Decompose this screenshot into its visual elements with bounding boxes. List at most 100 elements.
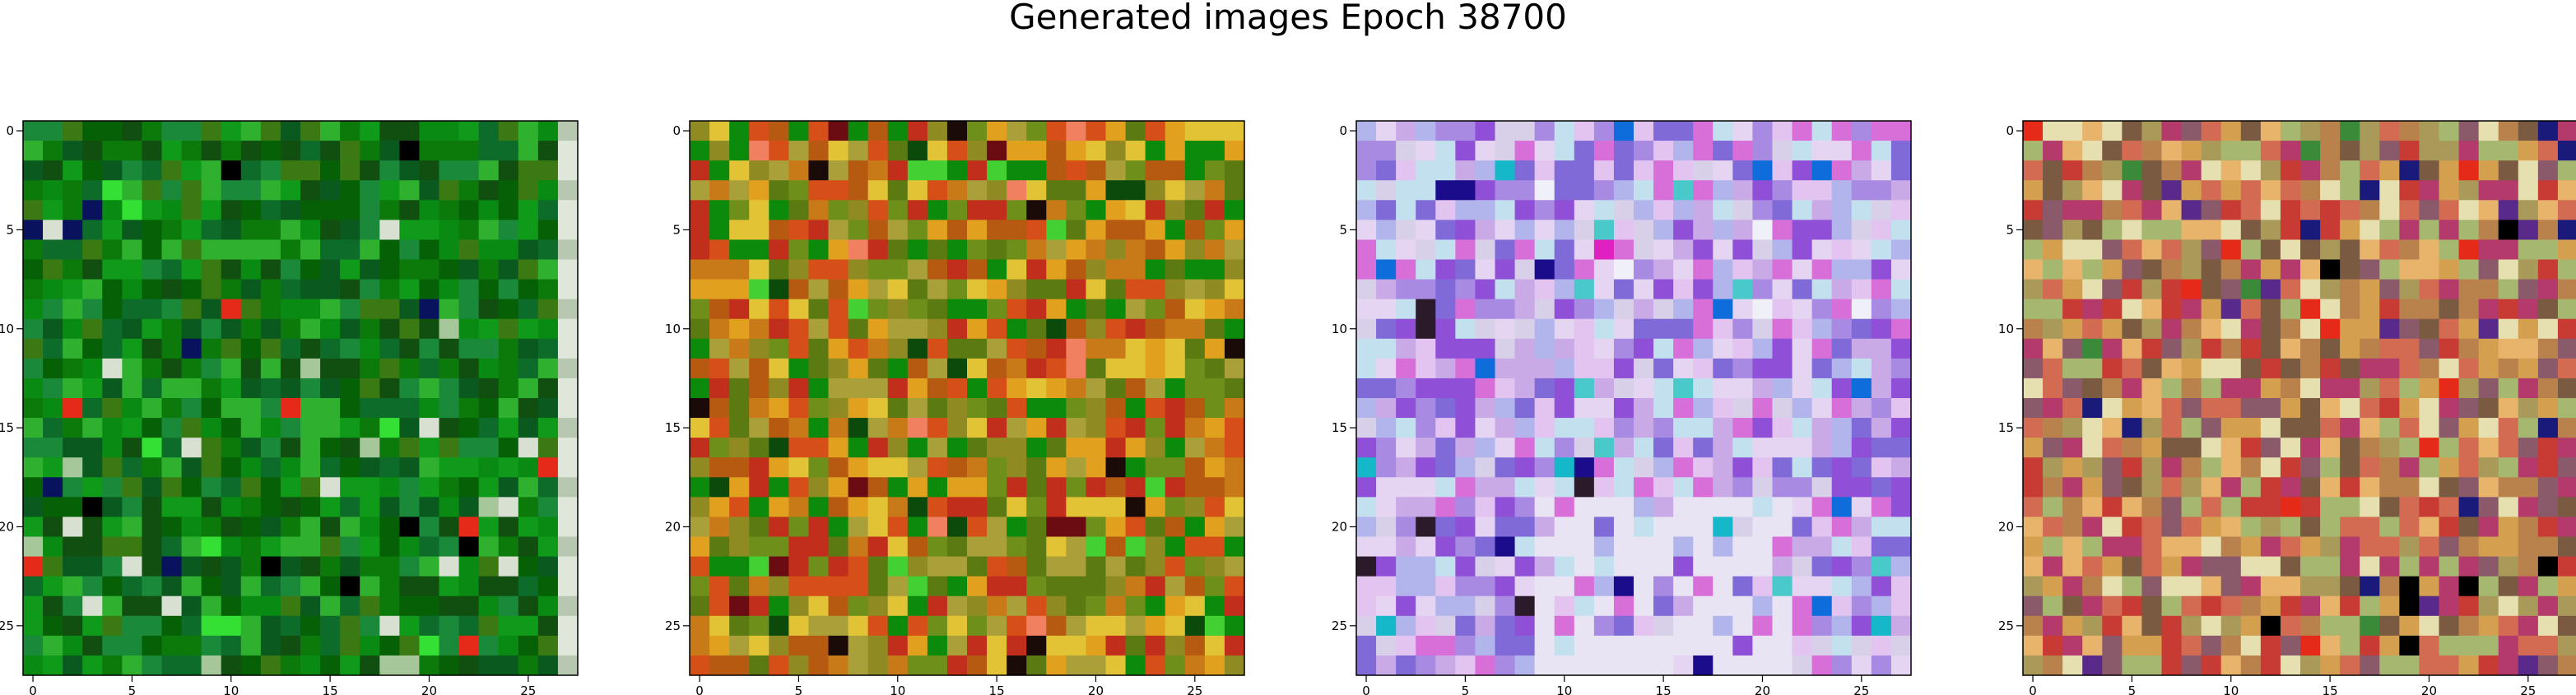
pixel (828, 220, 849, 240)
pixel (907, 497, 928, 517)
pixel (221, 239, 242, 260)
pixel (1811, 220, 1833, 240)
pixel (2122, 378, 2142, 399)
pixel (1554, 497, 1575, 517)
pixel (82, 595, 103, 617)
pixel (2557, 457, 2576, 478)
pixel (1554, 536, 1575, 557)
pixel (1752, 655, 1773, 676)
pixel (1475, 200, 1495, 220)
pixel (848, 595, 869, 617)
pixel (1851, 180, 1872, 201)
pixel (1653, 497, 1674, 517)
pixel (379, 180, 400, 201)
pixel (300, 338, 321, 359)
pixel (1634, 655, 1654, 676)
pixel (749, 497, 770, 517)
pixel (2458, 318, 2480, 340)
pixel (2518, 121, 2539, 141)
pixel (709, 299, 730, 320)
pixel (2498, 239, 2519, 260)
pixel (439, 438, 459, 458)
pixel (967, 438, 988, 458)
pixel (240, 279, 262, 300)
pixel (1145, 418, 1166, 438)
pixel (340, 457, 360, 478)
pixel (2240, 497, 2262, 517)
pixel (1613, 338, 1634, 359)
pixel (927, 615, 948, 637)
pixel (102, 279, 123, 300)
pixel (1165, 595, 1186, 617)
pixel (458, 477, 480, 498)
pixel (2161, 536, 2182, 557)
pixel (1871, 338, 1892, 359)
pixel (1165, 121, 1186, 141)
pixel (1376, 576, 1397, 597)
pixel (1673, 279, 1694, 300)
pixel (1224, 536, 1245, 557)
pixel (1673, 517, 1694, 537)
pixel (518, 279, 539, 300)
pixel (2082, 556, 2103, 577)
x-tick-label: 10 (223, 683, 239, 695)
pixel (927, 259, 948, 280)
pixel (1574, 338, 1595, 359)
pixel (2419, 200, 2439, 220)
pixel (1713, 595, 1733, 617)
pixel (2082, 121, 2103, 141)
pixel (518, 141, 539, 161)
pixel (1145, 160, 1166, 181)
pixel (927, 477, 948, 498)
pixel (2478, 497, 2499, 517)
pixel (419, 398, 439, 419)
pixel (181, 358, 202, 379)
pixel (557, 655, 579, 676)
pixel (2141, 200, 2162, 220)
pixel (122, 279, 142, 300)
pixel (1593, 536, 1615, 557)
pixel (1435, 279, 1456, 300)
pixel (749, 141, 770, 161)
pixel (2201, 200, 2222, 220)
pixel (2082, 595, 2103, 617)
pixel (1066, 239, 1086, 260)
pixel (399, 576, 420, 597)
pixel (260, 220, 281, 240)
pixel (2141, 180, 2162, 201)
pixel (557, 200, 579, 220)
pixel (161, 358, 182, 379)
pixel (2122, 200, 2142, 220)
pixel (1613, 180, 1634, 201)
pixel (2201, 477, 2222, 498)
pixel (1416, 655, 1436, 676)
pixel (749, 378, 770, 399)
pixel (690, 418, 710, 438)
pixel (142, 576, 162, 597)
pixel (2498, 318, 2519, 340)
pixel (1653, 457, 1674, 478)
pixel (1007, 655, 1027, 676)
pixel (1435, 358, 1456, 379)
pixel (1435, 517, 1456, 537)
pixel (2537, 635, 2559, 656)
pixel (458, 160, 480, 181)
pixel (1396, 220, 1416, 240)
pixel (360, 279, 380, 300)
pixel (1851, 141, 1872, 161)
pixel (300, 517, 321, 537)
pixel (2498, 141, 2519, 161)
pixel (161, 517, 182, 537)
pixel (82, 338, 103, 359)
pixel (1534, 536, 1555, 557)
pixel (808, 655, 829, 676)
pixel (1593, 497, 1615, 517)
pixel (709, 497, 730, 517)
pixel (2458, 239, 2480, 260)
pixel (2518, 220, 2539, 240)
pixel (300, 259, 321, 280)
pixel (2518, 160, 2539, 181)
pixel (2260, 259, 2281, 280)
pixel (1184, 517, 1206, 537)
pixel (1871, 536, 1892, 557)
